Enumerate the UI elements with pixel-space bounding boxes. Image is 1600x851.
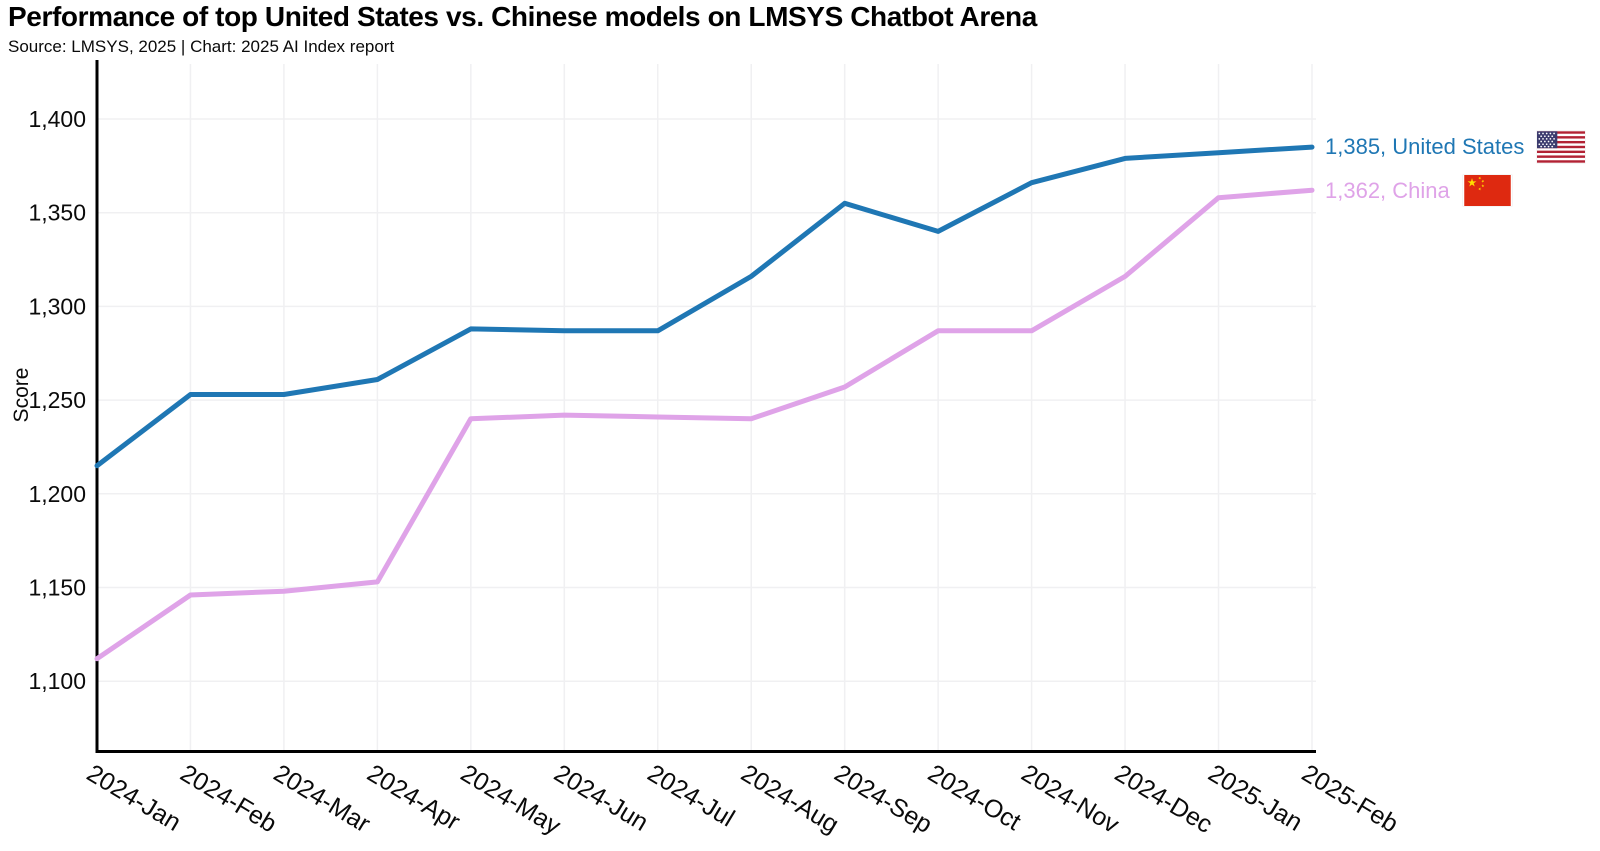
y-tick-label: 1,300 [28,293,86,319]
x-tick-label: 2024-Apr [362,759,465,836]
y-tick-label: 1,200 [28,481,86,507]
chart-title: Performance of top United States vs. Chi… [8,1,1037,32]
x-tick-label: 2024-Oct [923,759,1026,836]
x-tick-label: 2024-Nov [1017,759,1125,839]
y-tick-label: 1,100 [28,668,86,694]
series-line-china [94,187,1315,662]
legend-china-label: 1,362, China [1325,177,1450,203]
us-flag-stars [1538,132,1556,148]
x-tick-label: 2024-Jun [549,759,653,837]
x-tick-label: 2025-Feb [1297,759,1403,838]
y-tick-label: 1,400 [28,106,86,132]
y-tick-label: 1,250 [28,387,86,413]
x-tick-label: 2024-Sep [830,759,937,839]
legend-china: 1,362, China [1325,175,1512,206]
x-tick-label: 2024-Feb [175,759,281,838]
x-tick-label: 2024-May [456,759,566,841]
legend-us-label: 1,385, United States [1325,134,1525,159]
x-tick-label: 2024-Mar [269,759,375,838]
y-tick-label: 1,350 [28,200,86,226]
x-tick-label: 2024-Jul [643,759,740,832]
x-tick-label: 2024-Dec [1110,759,1217,839]
china-flag-icon [1464,175,1511,206]
chart-source: Source: LMSYS, 2025 | Chart: 2025 AI Ind… [8,37,395,56]
china-flag-stars [1467,176,1485,191]
y-axis-title: Score [10,368,33,423]
series-line-united-states [94,144,1315,469]
us-flag-icon [1537,131,1586,163]
y-tick-label: 1,150 [28,575,86,601]
x-tick-label: 2025-Jan [1203,759,1307,837]
x-tick-label: 2024-Jan [82,759,186,837]
x-tick-label: 2024-Aug [736,759,843,839]
legend-united-states: 1,385, United States [1325,131,1586,163]
